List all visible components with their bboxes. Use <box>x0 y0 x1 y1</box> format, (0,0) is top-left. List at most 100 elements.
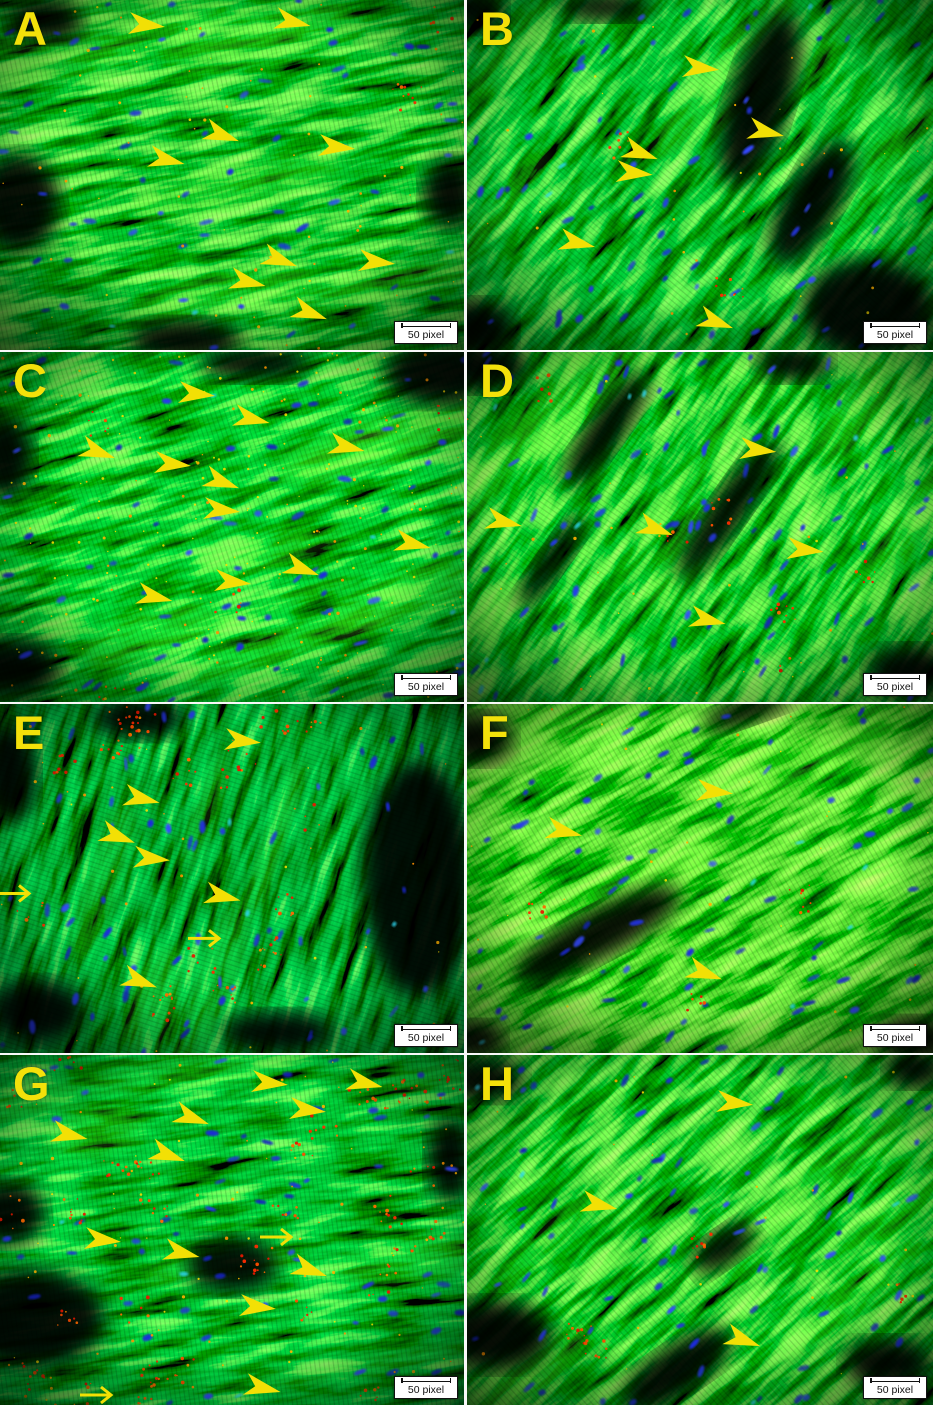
scale-bar-label: 50 pixel <box>407 681 445 694</box>
panel-label: A <box>13 2 47 55</box>
arrowhead-marker <box>83 1227 121 1250</box>
micrograph-panel-F: F 50 pixel <box>467 704 933 1053</box>
micrograph-canvas <box>467 1055 933 1405</box>
arrowhead-marker <box>238 1294 276 1317</box>
scale-bar: 50 pixel <box>863 320 927 344</box>
scale-bar-line <box>870 324 920 328</box>
arrowhead-marker <box>681 55 719 78</box>
arrowhead-marker <box>317 134 355 157</box>
arrowhead-marker <box>746 117 784 139</box>
micrograph-panel-E: E 50 pixel <box>0 704 464 1053</box>
scale-bar-label: 50 pixel <box>407 1384 445 1397</box>
scale-bar-label: 50 pixel <box>407 1032 445 1045</box>
arrowhead-marker <box>557 228 596 250</box>
arrowhead-marker <box>177 381 215 404</box>
scale-bar: 50 pixel <box>394 672 458 696</box>
micrograph-canvas <box>0 0 464 350</box>
scale-bar-line <box>401 1027 451 1031</box>
arrowhead-marker <box>289 1253 327 1277</box>
arrowhead-marker <box>272 7 311 29</box>
arrowhead-marker <box>259 243 297 267</box>
arrowhead-marker <box>615 160 653 183</box>
arrowhead-marker <box>786 537 824 560</box>
arrowhead-marker <box>97 820 135 843</box>
scale-bar-label: 50 pixel <box>876 681 914 694</box>
arrowhead-marker <box>202 497 240 520</box>
arrowhead-marker <box>119 964 157 988</box>
arrowhead-marker <box>544 816 583 839</box>
arrowhead-marker <box>695 305 734 329</box>
scale-bar-line <box>870 676 920 680</box>
arrowhead-marker <box>223 728 261 750</box>
scale-bar: 50 pixel <box>394 320 458 344</box>
micrograph-panel-H: H 50 pixel <box>467 1055 933 1405</box>
micrograph-canvas <box>0 1055 464 1405</box>
arrowhead-marker <box>202 881 241 904</box>
arrowhead-marker <box>153 451 191 474</box>
scale-bar-line <box>401 324 451 328</box>
scale-bar-line <box>870 1379 920 1383</box>
panel-label: D <box>480 354 514 407</box>
arrowhead-marker <box>201 465 239 489</box>
arrowhead-marker <box>289 296 327 320</box>
micrograph-panel-B: B 50 pixel <box>467 0 933 350</box>
panel-label: B <box>480 2 514 55</box>
arrowhead-marker <box>579 1190 618 1212</box>
arrowhead-marker <box>684 956 723 980</box>
panel-label: C <box>13 354 47 407</box>
arrowhead-marker <box>171 1101 209 1125</box>
micrograph-panel-A: A 50 pixel <box>0 0 464 350</box>
scale-bar: 50 pixel <box>394 1375 458 1399</box>
arrowhead-marker <box>147 1138 185 1162</box>
arrowhead-marker <box>77 435 115 459</box>
arrowhead-marker <box>392 529 431 551</box>
arrowhead-marker <box>49 1120 88 1142</box>
arrowhead-marker <box>326 432 365 454</box>
arrow-marker <box>188 929 222 948</box>
arrowhead-marker <box>722 1323 761 1347</box>
scale-bar-line <box>870 1027 920 1031</box>
scale-bar: 50 pixel <box>394 1023 458 1047</box>
arrowhead-marker <box>695 778 734 801</box>
arrowhead-marker <box>344 1068 383 1090</box>
micrograph-canvas <box>467 0 933 350</box>
arrowhead-marker <box>716 1090 754 1113</box>
arrowhead-marker <box>635 512 673 536</box>
scale-bar-label: 50 pixel <box>876 1032 914 1045</box>
micrograph-canvas <box>467 352 933 702</box>
arrowhead-marker <box>134 582 173 604</box>
arrowhead-marker <box>201 118 239 142</box>
arrowhead-marker <box>132 845 170 868</box>
micrograph-panel-C: C 50 pixel <box>0 352 464 702</box>
scale-bar-label: 50 pixel <box>407 329 445 342</box>
scale-bar-line <box>401 676 451 680</box>
panel-label: H <box>480 1057 514 1110</box>
arrowhead-marker <box>739 437 777 460</box>
micrograph-canvas <box>0 352 464 702</box>
arrowhead-marker <box>281 552 319 576</box>
micrograph-canvas <box>467 704 933 1053</box>
scale-bar: 50 pixel <box>863 1375 927 1399</box>
arrowhead-marker <box>250 1070 288 1093</box>
panel-label: E <box>13 706 45 759</box>
panel-label: F <box>480 706 509 759</box>
arrowhead-marker <box>484 507 522 529</box>
arrowhead-marker <box>619 136 658 160</box>
arrowhead-marker <box>687 605 726 627</box>
micrograph-panel-D: D 50 pixel <box>467 352 933 702</box>
micrograph-canvas <box>0 704 464 1053</box>
arrow-marker <box>80 1385 114 1405</box>
arrowhead-marker <box>227 267 266 289</box>
arrow-marker <box>0 884 32 903</box>
scale-bar: 50 pixel <box>863 1023 927 1047</box>
arrow-marker <box>260 1227 294 1247</box>
panel-label: G <box>13 1057 50 1110</box>
scale-bar-label: 50 pixel <box>876 329 914 342</box>
arrowhead-marker <box>231 404 270 426</box>
scale-bar: 50 pixel <box>863 672 927 696</box>
arrowhead-marker <box>213 569 251 592</box>
arrowhead-marker <box>121 784 160 806</box>
arrowhead-marker <box>127 12 165 35</box>
arrowhead-marker <box>242 1373 281 1395</box>
